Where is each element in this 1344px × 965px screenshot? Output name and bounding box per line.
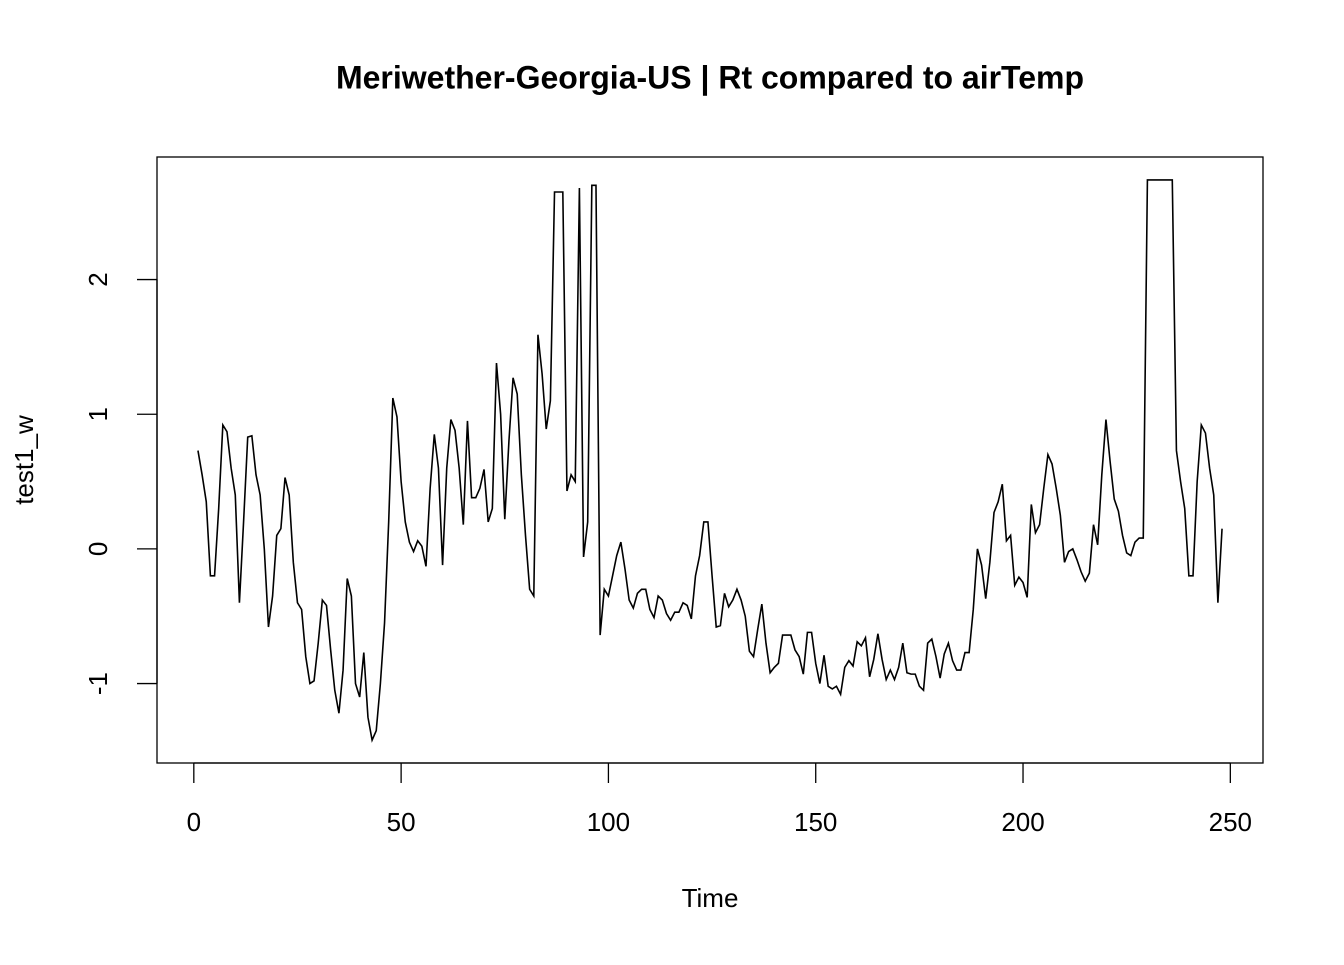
y-tick-label: -1 (83, 672, 113, 695)
x-tick-label: 200 (1001, 807, 1044, 837)
plot-frame (156, 156, 1264, 764)
x-axis-label: Time (682, 883, 739, 913)
y-axis-label: test1_w (9, 415, 39, 505)
y-tick-label: 1 (83, 407, 113, 421)
x-tick-label: 0 (187, 807, 201, 837)
data-line (197, 179, 1223, 743)
chart-title: Meriwether-Georgia-US | Rt compared to a… (336, 59, 1084, 95)
x-tick-label: 50 (387, 807, 416, 837)
y-tick-label: 2 (83, 272, 113, 286)
x-tick-label: 100 (587, 807, 630, 837)
x-tick-label: 250 (1209, 807, 1252, 837)
x-tick-label: 150 (794, 807, 837, 837)
y-tick-label: 0 (83, 542, 113, 556)
